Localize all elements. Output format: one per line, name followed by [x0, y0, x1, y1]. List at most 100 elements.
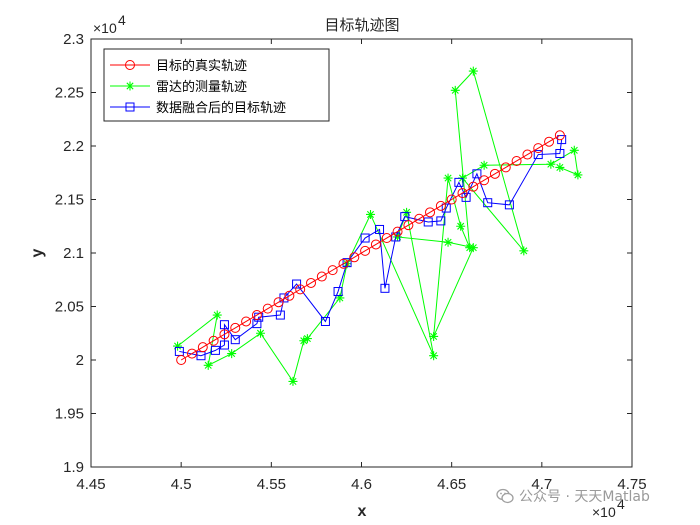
data-point	[573, 170, 583, 180]
series-0	[176, 130, 565, 365]
data-point	[212, 310, 222, 320]
data-point	[284, 290, 295, 301]
data-point	[241, 316, 252, 327]
series-1	[173, 66, 583, 386]
data-point	[210, 345, 220, 355]
data-point	[302, 334, 312, 344]
y-tick-label: 2.25	[55, 85, 84, 102]
data-point	[327, 265, 338, 276]
data-point	[219, 320, 229, 330]
data-point	[208, 335, 219, 346]
x-tick-label: 4.55	[257, 476, 286, 493]
x-exponent-power: 4	[617, 496, 625, 512]
data-point	[446, 194, 457, 205]
y-tick-label: 2.3	[63, 31, 84, 48]
data-point	[465, 243, 475, 253]
y-tick-label: 2.2	[63, 138, 84, 155]
data-point	[227, 349, 237, 359]
legend-label: 数据融合后的目标轨迹	[156, 100, 286, 116]
data-point	[436, 216, 446, 226]
data-point	[504, 200, 514, 210]
data-point	[429, 351, 439, 361]
data-point	[230, 335, 240, 345]
data-point	[292, 279, 302, 289]
data-point	[203, 360, 213, 370]
data-point	[555, 162, 565, 172]
data-point	[519, 246, 529, 256]
data-point	[555, 148, 565, 158]
data-point	[511, 155, 522, 166]
y-tick-label: 1.9	[63, 459, 84, 476]
y-exponent-power: 4	[118, 12, 126, 28]
data-point	[483, 198, 493, 208]
data-point	[256, 328, 266, 338]
x-axis-label: x	[358, 503, 367, 520]
data-point	[544, 136, 555, 147]
data-point	[554, 130, 565, 141]
data-layer	[173, 66, 583, 386]
data-point	[176, 355, 187, 365]
data-point	[472, 169, 482, 179]
data-point	[468, 66, 478, 76]
data-point	[306, 277, 317, 288]
y-tick-label: 2.15	[55, 192, 84, 209]
y-tick-label: 2.05	[55, 299, 84, 316]
y-exponent-base: ×10	[93, 20, 117, 36]
data-point	[333, 287, 343, 297]
data-point	[380, 283, 390, 293]
data-point	[219, 340, 229, 350]
legend-marker	[125, 60, 135, 70]
legend-label: 目标的真实轨迹	[156, 58, 247, 74]
data-point	[443, 237, 453, 247]
data-point	[443, 173, 453, 183]
legend-label: 雷达的测量轨迹	[156, 79, 247, 95]
data-point	[429, 331, 439, 341]
x-tick-label: 4.65	[437, 476, 466, 493]
data-point	[349, 252, 360, 263]
data-point	[425, 207, 436, 218]
data-point	[230, 322, 241, 333]
x-exponent-base: ×10	[592, 504, 616, 520]
legend-marker	[125, 102, 135, 112]
legend-box	[103, 48, 330, 122]
data-point	[186, 348, 197, 359]
data-point	[489, 168, 500, 179]
data-point	[393, 232, 403, 242]
data-point	[288, 376, 298, 386]
data-point	[414, 213, 425, 224]
data-point	[360, 245, 371, 256]
data-point	[381, 233, 392, 244]
data-point	[450, 85, 460, 95]
data-point	[468, 181, 479, 192]
data-point	[500, 162, 511, 173]
data-point	[316, 271, 327, 282]
data-point	[435, 200, 446, 211]
data-point	[335, 293, 345, 303]
data-point	[197, 342, 208, 353]
y-exponent: ×10 4	[93, 12, 126, 36]
data-point	[320, 316, 330, 326]
series-2	[174, 135, 567, 361]
wechat-icon	[496, 488, 514, 504]
data-point	[479, 160, 489, 170]
data-point	[254, 312, 264, 322]
data-point	[338, 258, 349, 269]
data-point	[262, 303, 273, 314]
data-point	[360, 233, 370, 243]
data-point	[522, 149, 533, 160]
data-point	[457, 188, 468, 199]
x-tick-label: 4.7	[531, 476, 552, 493]
data-point	[533, 143, 544, 154]
data-point	[533, 150, 543, 160]
data-point	[375, 224, 385, 234]
x-tick-label: 4.6	[351, 476, 372, 493]
series-line-2	[179, 139, 563, 357]
x-exponent: ×10 4	[592, 496, 625, 520]
y-tick-label: 2	[76, 352, 84, 369]
data-point	[251, 310, 262, 321]
watermark-text: 公众号 · 天天Matlab	[519, 489, 650, 505]
data-point	[403, 220, 414, 231]
x-tick-label: 4.45	[76, 476, 105, 493]
